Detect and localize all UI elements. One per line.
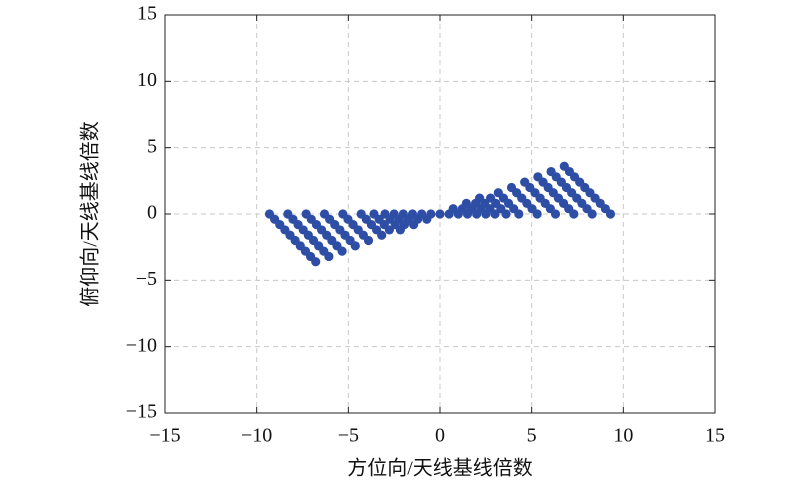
- x-tick-label: 15: [705, 425, 725, 447]
- point: [520, 177, 530, 187]
- x-tick-label: −5: [338, 425, 359, 447]
- point: [363, 235, 374, 246]
- point: [337, 246, 347, 256]
- point: [559, 161, 569, 171]
- point: [546, 166, 556, 177]
- point: [506, 182, 517, 193]
- y-tick-label: 0: [147, 202, 157, 224]
- y-tick-label: 10: [137, 69, 157, 91]
- point: [324, 251, 334, 262]
- x-tick-label: 5: [527, 425, 537, 447]
- point: [426, 209, 436, 219]
- x-tick-label: 0: [435, 425, 445, 447]
- point: [311, 257, 321, 267]
- y-tick-label: 15: [137, 3, 157, 25]
- x-tick-label: −10: [241, 425, 272, 447]
- point: [377, 230, 387, 240]
- x-axis-label: 方位向/天线基线倍数: [347, 457, 533, 480]
- y-tick-label: −15: [126, 401, 157, 423]
- x-tick-label: −15: [149, 425, 180, 447]
- point: [384, 225, 394, 235]
- y-tick-label: −5: [136, 268, 157, 290]
- y-axis-label: 俯仰向/天线基线倍数: [79, 121, 102, 307]
- plot-frame: [164, 14, 716, 414]
- point: [350, 241, 360, 251]
- point: [533, 172, 543, 182]
- point: [493, 188, 503, 198]
- y-tick-label: −10: [126, 334, 157, 356]
- x-tick-label: 10: [613, 425, 633, 447]
- point: [486, 193, 496, 203]
- point: [444, 209, 454, 219]
- point: [435, 209, 445, 219]
- y-tick-label: 5: [147, 135, 157, 157]
